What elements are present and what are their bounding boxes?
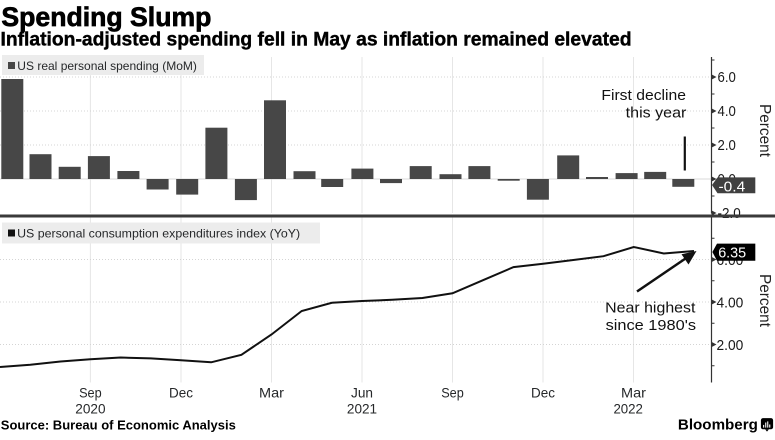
svg-text:US personal consumption expend: US personal consumption expenditures ind… (17, 227, 300, 241)
svg-text:4.00: 4.00 (717, 294, 744, 311)
svg-text:2.00: 2.00 (717, 337, 744, 354)
svg-text:Source: Bureau of Economic Ana: Source: Bureau of Economic Analysis (1, 418, 236, 433)
svg-text:Percent: Percent (756, 104, 773, 158)
svg-text:6.0: 6.0 (718, 69, 736, 86)
svg-text:Percent: Percent (756, 274, 773, 328)
svg-text:Inflation-adjusted spending fe: Inflation-adjusted spending fell in May … (1, 30, 632, 51)
svg-text:2021: 2021 (347, 401, 377, 417)
svg-text:Spending Slump: Spending Slump (1, 2, 211, 32)
svg-text:Sep: Sep (79, 384, 102, 400)
svg-text:Bloomberg: Bloomberg (678, 416, 758, 433)
svg-text:4.0: 4.0 (718, 103, 736, 120)
svg-text:-0.4: -0.4 (719, 178, 746, 195)
svg-text:Dec: Dec (531, 384, 555, 400)
svg-text:this year: this year (626, 106, 687, 122)
svg-text:Mar: Mar (621, 384, 646, 400)
svg-text:Mar: Mar (259, 384, 284, 400)
svg-text:-2.0: -2.0 (718, 205, 741, 222)
svg-text:2.0: 2.0 (718, 137, 736, 154)
svg-text:6.35: 6.35 (718, 245, 746, 261)
svg-text:Dec: Dec (169, 384, 193, 400)
svg-text:Sep: Sep (441, 384, 464, 400)
svg-text:2020: 2020 (75, 401, 105, 417)
svg-text:2022: 2022 (613, 401, 643, 417)
svg-text:First decline: First decline (601, 88, 686, 104)
svg-text:Near highest: Near highest (605, 300, 695, 316)
svg-text:US real personal spending (MoM: US real personal spending (MoM) (17, 59, 197, 73)
svg-text:since 1980's: since 1980's (606, 318, 696, 334)
svg-text:Jun: Jun (351, 384, 373, 400)
